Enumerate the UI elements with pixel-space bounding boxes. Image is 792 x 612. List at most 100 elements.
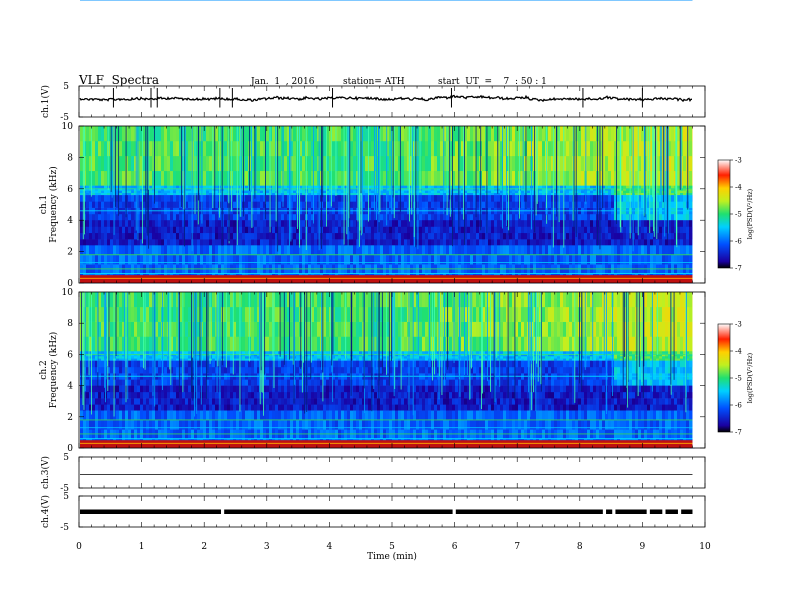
spectrogram-cell	[497, 232, 500, 240]
spectrogram-cell	[350, 195, 353, 202]
spectrogram-cell	[113, 226, 116, 234]
spectrogram-cell	[266, 226, 269, 234]
spectrogram-cell	[122, 188, 125, 191]
spectrogram-cell	[617, 170, 620, 186]
spectrogram-cell	[125, 306, 128, 322]
spectrogram-cell	[356, 245, 359, 256]
spectrogram-cell	[206, 254, 209, 265]
spectrogram-cell	[86, 185, 89, 189]
spectrogram-cell	[266, 254, 269, 265]
spectrogram-cell	[569, 245, 572, 256]
spectrogram-cell	[497, 213, 500, 221]
spectrogram-cell	[209, 201, 212, 208]
spectrogram-cell	[212, 155, 215, 172]
spectrogram-cell	[404, 254, 407, 265]
spectrogram-cell	[590, 190, 593, 194]
spectrogram-cell	[119, 379, 122, 386]
spectrogram-cell	[551, 155, 554, 172]
spectrogram-cell	[263, 201, 266, 208]
spectrogram-cell	[524, 239, 527, 246]
spectrogram-cell	[638, 170, 641, 186]
spectrogram-cell	[98, 201, 101, 208]
spectrogram-cell	[116, 419, 119, 430]
spectrogram-cell	[146, 353, 149, 357]
spectrogram-cell	[140, 419, 143, 430]
spectrogram-cell	[131, 254, 134, 265]
spectrogram-cell	[539, 195, 542, 202]
spectrogram-cell	[380, 190, 383, 194]
spectrogram-cell	[428, 126, 431, 142]
spectrogram-cell	[605, 140, 608, 157]
spectrogram-cell	[164, 195, 167, 202]
spectrogram-cell	[650, 192, 653, 196]
spectrogram-cell	[368, 170, 371, 186]
spectrogram-cell	[140, 170, 143, 186]
spectrogram-cell	[497, 239, 500, 246]
spectrogram-cell	[251, 239, 254, 246]
spectrogram-cell	[434, 254, 437, 265]
spectrogram-cell	[83, 355, 86, 359]
spectrogram-cell	[323, 140, 326, 157]
spectrogram-cell	[608, 192, 611, 196]
spectrogram-cell	[437, 140, 440, 157]
spectrogram-cell	[362, 245, 365, 256]
spectrogram-cell	[560, 254, 563, 265]
spectrogram-cell	[308, 245, 311, 256]
spectrogram-cell	[200, 226, 203, 234]
spectrogram-cell	[359, 185, 362, 189]
spectrogram-cell	[488, 140, 491, 157]
spectrogram-cell	[329, 220, 332, 227]
spectrogram-cell	[560, 155, 563, 172]
spectrogram-cell	[131, 306, 134, 322]
spectrogram-cell	[266, 213, 269, 221]
spectrogram-cell	[272, 213, 275, 221]
spectrogram-cell	[356, 155, 359, 172]
spectrogram-cell	[80, 126, 83, 142]
spectrogram-cell	[149, 226, 152, 234]
spectrogram-cell	[116, 170, 119, 186]
spectrogram-cell	[530, 245, 533, 256]
spectrogram-cell	[539, 170, 542, 186]
spectrogram-cell	[371, 190, 374, 194]
spectrogram-cell	[359, 195, 362, 202]
spectrogram-cell	[584, 220, 587, 227]
spectrogram-cell	[125, 410, 128, 421]
spectrogram-cell	[635, 232, 638, 240]
spectrogram-cell	[362, 188, 365, 191]
spectrogram-cell	[239, 226, 242, 234]
spectrogram-cell	[515, 239, 518, 246]
spectrogram-cell	[593, 232, 596, 240]
spectrogram-cell	[596, 254, 599, 265]
spectrogram-cell	[95, 155, 98, 172]
spectrogram-cell	[620, 140, 623, 157]
spectrogram-cell	[176, 188, 179, 191]
spectrogram-cell	[287, 226, 290, 234]
spectrogram-cell	[602, 226, 605, 234]
spectrogram-cell	[242, 239, 245, 246]
spectrogram-cell	[680, 201, 683, 208]
spectrogram-cell	[620, 232, 623, 240]
spectrogram-cell	[437, 170, 440, 186]
spectrogram-cell	[254, 254, 257, 265]
spectrogram-cell	[272, 190, 275, 194]
spectrogram-cell	[275, 220, 278, 227]
spectrogram-cell	[179, 155, 182, 172]
spectrogram-cell	[680, 239, 683, 246]
spectrogram-cell	[671, 213, 674, 221]
spectrogram-cell	[392, 239, 395, 246]
spectrogram-cell	[671, 201, 674, 208]
spectrogram-cell	[104, 185, 107, 189]
spectrogram-cell	[80, 190, 83, 194]
spectrogram-cell	[641, 195, 644, 202]
spectrogram-cell	[128, 410, 131, 421]
spectrogram-cell	[683, 190, 686, 194]
spectrogram-cell	[203, 226, 206, 234]
spectrogram-cell	[455, 232, 458, 240]
spectrogram-cell	[89, 410, 92, 421]
spectrogram-cell	[101, 391, 104, 399]
spectrogram-cell	[374, 140, 377, 157]
spectrogram-cell	[167, 195, 170, 202]
spectrogram-cell	[404, 192, 407, 196]
spectrogram-cell	[587, 232, 590, 240]
spectrogram-cell	[377, 239, 380, 246]
